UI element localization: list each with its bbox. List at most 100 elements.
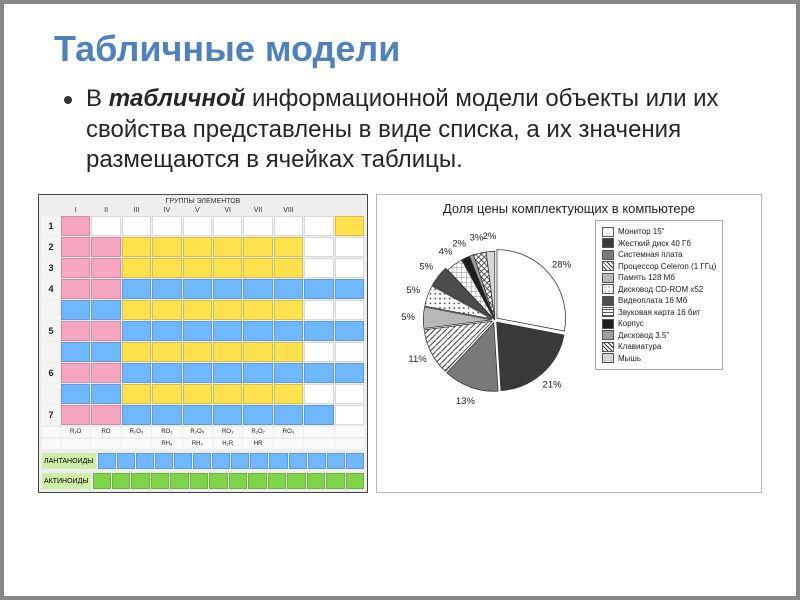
periodic-cell: [91, 300, 120, 320]
legend-label: Звуковая карта 16 бит: [618, 308, 701, 317]
periodic-cell: [183, 363, 212, 383]
periodic-cell: [183, 216, 212, 236]
periodic-cell: [213, 384, 242, 404]
legend-item: Корпус: [602, 319, 716, 329]
pie-chart-figure: Доля цены комплектующих в компьютере: [376, 194, 762, 493]
legend-label: Дисковод 3.5": [618, 331, 669, 340]
pie-slice-label: 2%: [452, 239, 466, 250]
legend-item: Монитор 15": [602, 227, 716, 237]
periodic-cell: [61, 300, 90, 320]
periodic-table-figure: ГРУППЫ ЭЛЕМЕНТОВ IIIIIIIVVVIVIIVIII 1234…: [38, 194, 368, 493]
bullet-item: В табличной информационной модели объект…: [64, 84, 746, 176]
pie-slice-label: 5%: [406, 285, 420, 296]
periodic-grid: 1234567: [42, 216, 364, 425]
legend-swatch: [602, 227, 614, 237]
periodic-cell: [122, 237, 151, 257]
legend-label: Монитор 15": [618, 227, 665, 236]
periodic-cell: [213, 216, 242, 236]
periodic-cell: [91, 216, 120, 236]
periodic-cell: [243, 321, 272, 341]
body-prefix: В: [86, 85, 109, 112]
legend-label: Видеоплата 16 Мб: [618, 296, 687, 305]
legend-label: Системная плата: [618, 250, 683, 259]
legend-swatch: [602, 330, 614, 340]
periodic-cell: [61, 384, 90, 404]
periodic-series-row: ЛАНТАНОИДЫ: [42, 453, 364, 469]
periodic-row-number: 3: [42, 258, 60, 278]
periodic-cell: [243, 279, 272, 299]
periodic-cell: [152, 300, 181, 320]
periodic-cell: [91, 363, 120, 383]
legend-item: Клавиатура: [602, 342, 716, 352]
legend-swatch: [602, 342, 614, 352]
periodic-cell: [183, 258, 212, 278]
pie-slice-label: 2%: [483, 231, 497, 242]
periodic-cell: [243, 237, 272, 257]
periodic-row-number: 1: [42, 216, 60, 236]
periodic-cell: [243, 300, 272, 320]
periodic-cell: [183, 384, 212, 404]
periodic-cell: [243, 258, 272, 278]
pie-slice-label: 5%: [401, 312, 415, 323]
periodic-cell: [122, 342, 151, 362]
pie-slice-label: 28%: [552, 259, 572, 270]
periodic-cell: [304, 216, 333, 236]
periodic-cell: [122, 216, 151, 236]
legend-swatch: [602, 250, 614, 260]
periodic-cell: [122, 384, 151, 404]
periodic-cell: [61, 405, 90, 425]
periodic-cell: [152, 405, 181, 425]
periodic-cell: [335, 384, 364, 404]
legend-item: Память 128 Мб: [602, 273, 716, 283]
periodic-cell: [91, 279, 120, 299]
periodic-cell: [243, 384, 272, 404]
legend-label: Процессор Celeron (1 ГГц): [618, 262, 716, 271]
pie-legend: Монитор 15"Жесткий диск 40 ГбСистемная п…: [595, 220, 723, 370]
periodic-cell: [61, 258, 90, 278]
periodic-cell: [213, 258, 242, 278]
pie-area: 28%21%13%11%5%5%5%4%2%3%2% Монитор 15"Же…: [385, 220, 753, 420]
periodic-groups-header: ГРУППЫ ЭЛЕМЕНТОВ: [42, 198, 364, 205]
periodic-cell: [243, 216, 272, 236]
legend-item: Системная плата: [602, 250, 716, 260]
slide-title: Табличные модели: [54, 28, 766, 70]
periodic-cell: [61, 363, 90, 383]
periodic-cell: [91, 258, 120, 278]
periodic-row-number: 7: [42, 405, 60, 425]
periodic-cell: [335, 405, 364, 425]
periodic-cell: [152, 258, 181, 278]
legend-item: Дисковод CD-ROM x52: [602, 284, 716, 294]
periodic-cell: [274, 216, 303, 236]
periodic-cell: [213, 405, 242, 425]
legend-item: Дисковод 3.5": [602, 330, 716, 340]
periodic-cell: [335, 258, 364, 278]
periodic-cell: [183, 405, 212, 425]
periodic-cell: [91, 237, 120, 257]
periodic-cell: [213, 321, 242, 341]
pie-slice-label: 11%: [408, 354, 427, 365]
legend-label: Корпус: [618, 319, 644, 328]
periodic-cell: [61, 342, 90, 362]
periodic-cell: [335, 279, 364, 299]
legend-swatch: [602, 307, 614, 317]
legend-item: Видеоплата 16 Мб: [602, 296, 716, 306]
periodic-cell: [213, 342, 242, 362]
periodic-cell: [304, 279, 333, 299]
pie-chart: 28%21%13%11%5%5%5%4%2%3%2%: [385, 220, 595, 420]
legend-label: Память 128 Мб: [618, 273, 675, 282]
periodic-series-label: ЛАНТАНОИДЫ: [42, 453, 96, 469]
periodic-cell: [122, 258, 151, 278]
pie-slice-label: 5%: [419, 262, 433, 273]
legend-swatch: [602, 261, 614, 271]
slide: Табличные модели В табличной информацион…: [0, 0, 800, 600]
periodic-cell: [274, 342, 303, 362]
periodic-cell: [152, 363, 181, 383]
periodic-cell: [152, 384, 181, 404]
periodic-cell: [61, 321, 90, 341]
periodic-cell: [304, 405, 333, 425]
legend-item: Процессор Celeron (1 ГГц): [602, 261, 716, 271]
periodic-cell: [61, 279, 90, 299]
periodic-cell: [274, 237, 303, 257]
legend-item: Мышь: [602, 353, 716, 363]
periodic-oxides-row: R₂OROR₂O₃RO₂R₂O₅RO₃R₂O₇RO₄: [42, 427, 364, 437]
